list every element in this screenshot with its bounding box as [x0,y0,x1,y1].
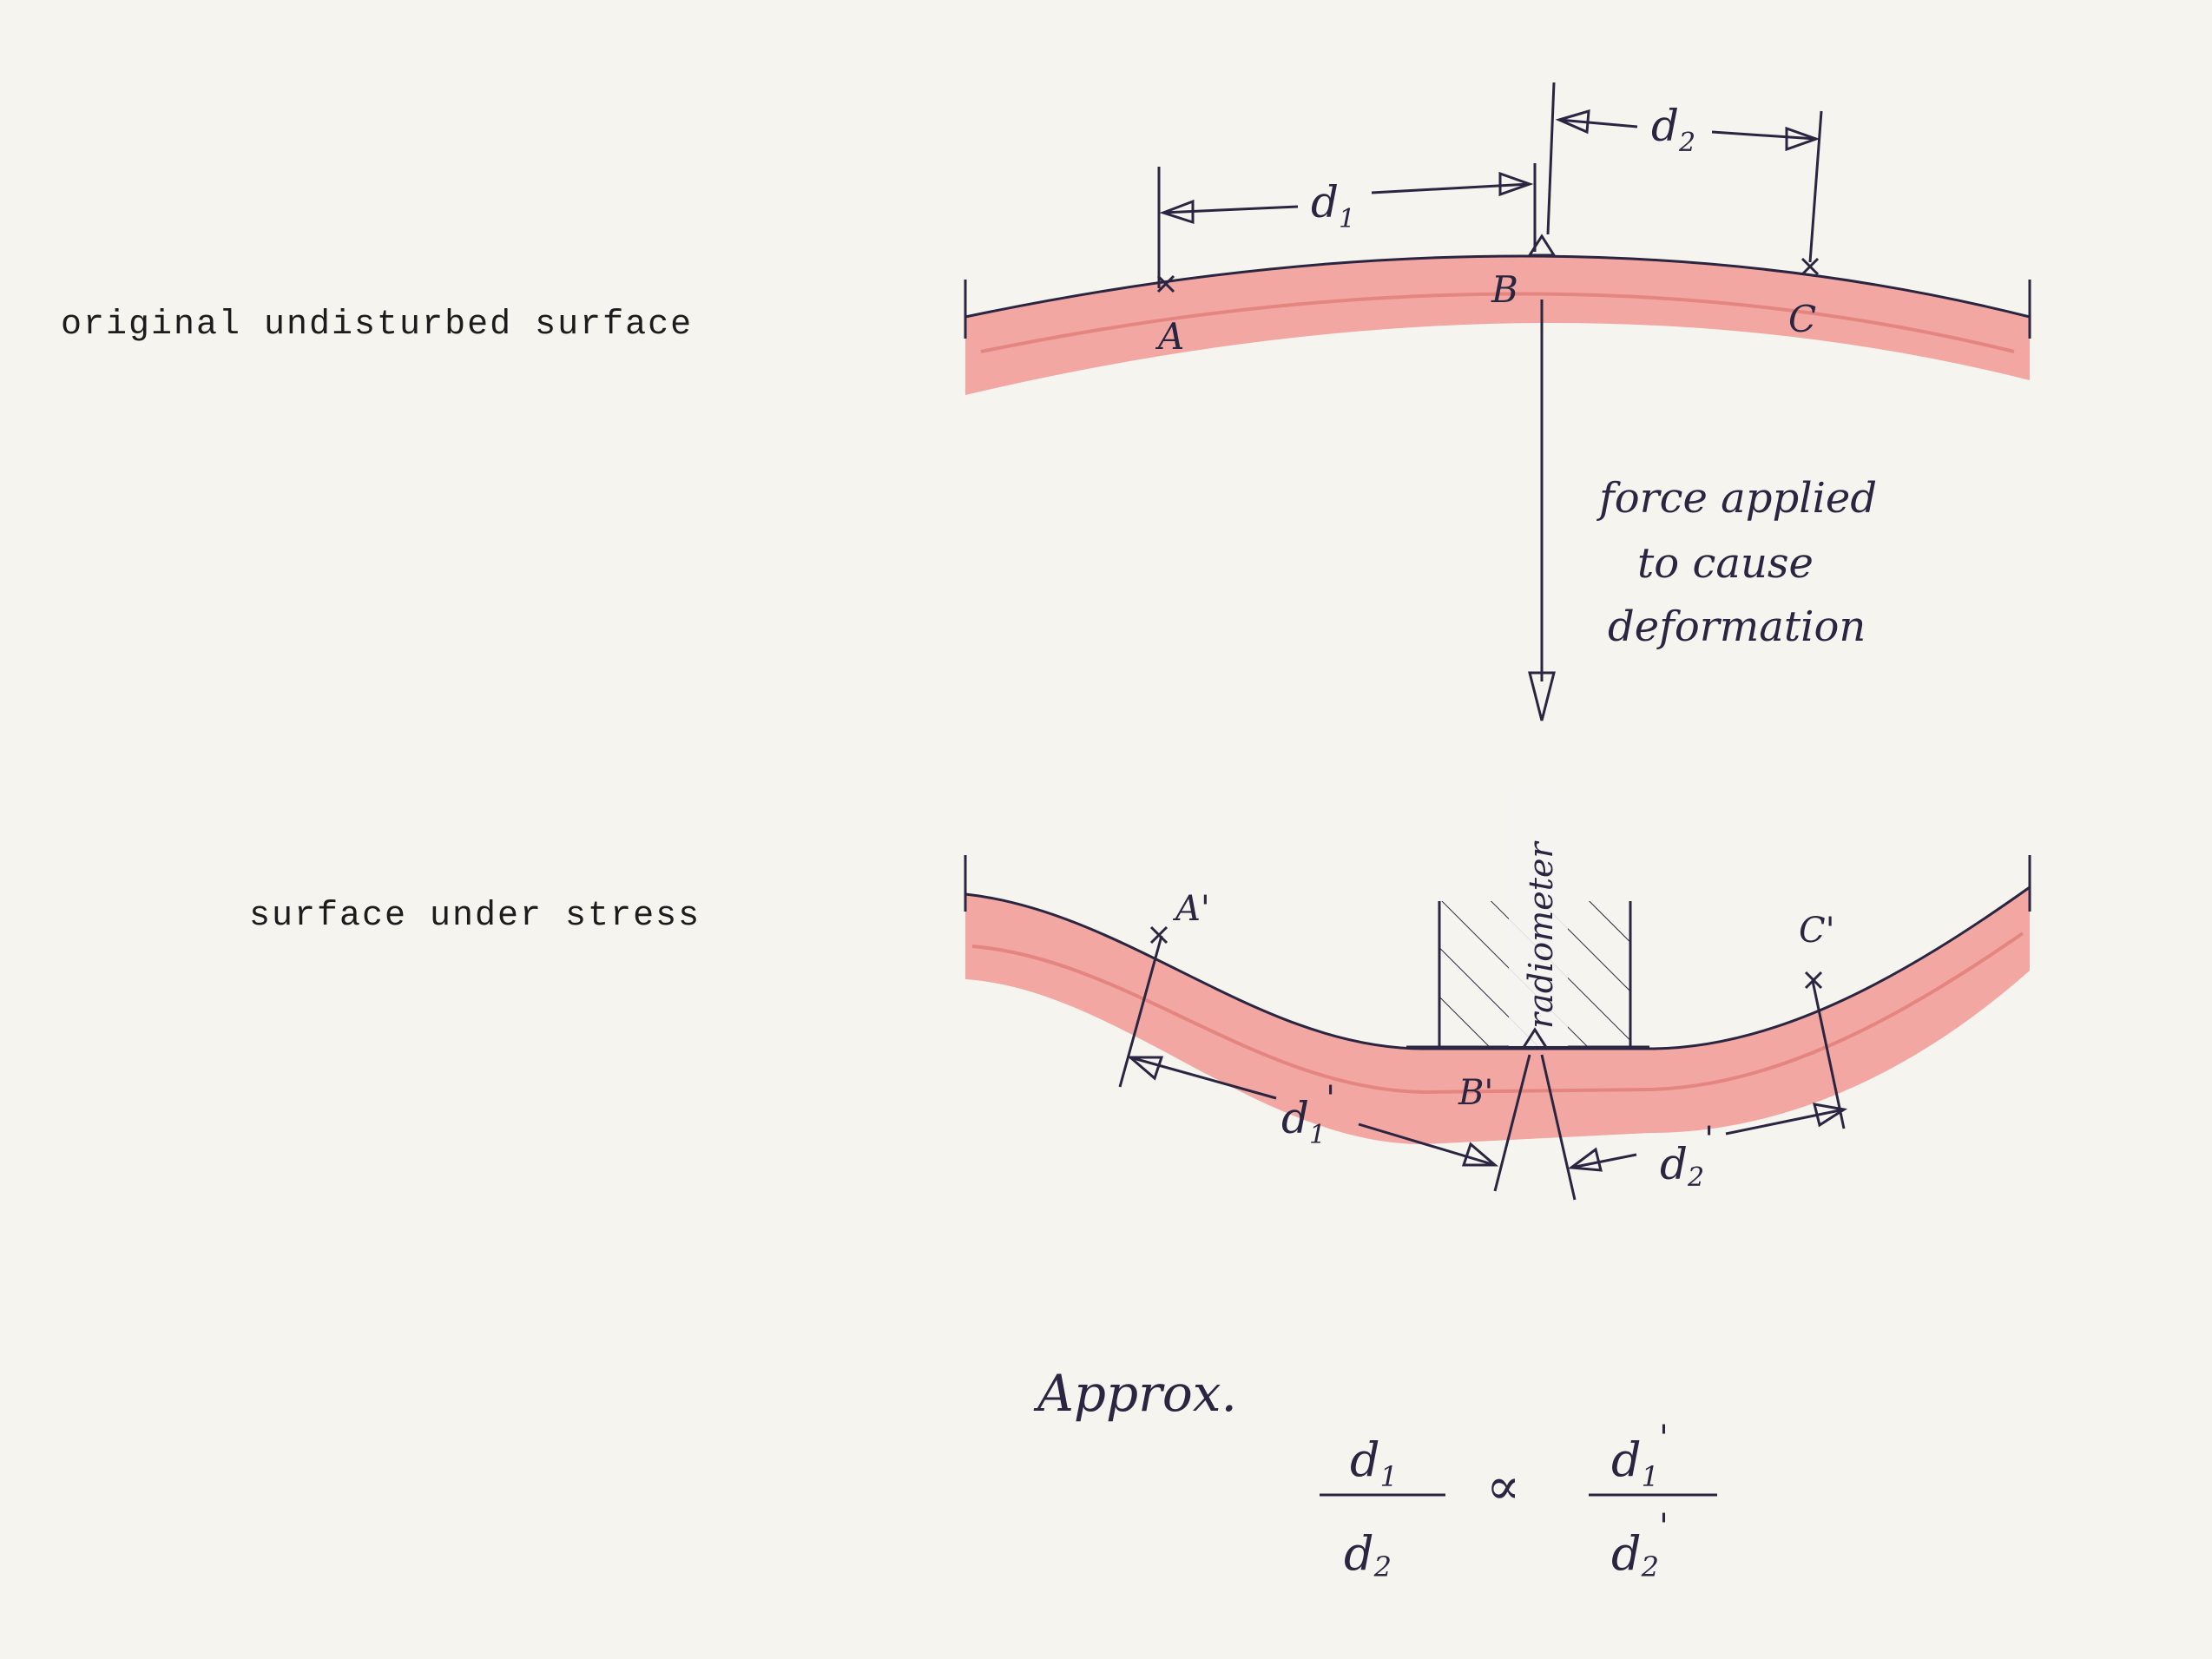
original-surface-label: original undisturbed surface [61,306,694,345]
radiometer [1406,786,1649,1049]
stressed-surface-label: surface under stress [249,897,701,936]
d2-dimension [1546,82,1823,263]
original-surface-line [964,254,2031,319]
formula-left-numerator: d1 [1350,1432,1398,1493]
point-a-mark [1156,274,1175,293]
point-c-prime-mark [1804,971,1823,990]
stressed-surface-band [965,887,2030,1144]
force-label-line2: to cause [1637,539,1814,588]
d2-label: d2 [1651,101,1695,158]
formula-relation: ∝ [1486,1457,1520,1516]
d1-prime-label: d1' [1281,1079,1335,1150]
stressed-surface [964,855,2031,1144]
formula-left-denominator: d2 [1344,1526,1392,1583]
point-b-triangle [1527,234,1557,257]
point-b-prime-label: B' [1458,1073,1493,1113]
stressed-surface-stripe [971,932,2024,1095]
d1-dimension [1157,163,1537,288]
point-a-prime-label: A' [1172,889,1210,929]
original-surface [964,254,2031,395]
point-a-prime-mark [1149,925,1169,945]
point-c-mark [1801,257,1820,276]
point-b-label: B [1491,268,1518,311]
d2-prime-dimension [1540,980,1848,1201]
force-label-line3: deformation [1608,602,1866,651]
d1-prime-dimension [1118,935,1531,1192]
point-c-label: C [1788,298,1816,340]
force-label-line1: force applied [1596,474,1877,523]
point-c-prime-label: C' [1799,911,1835,951]
d1-label: d1 [1311,177,1355,234]
stressed-surface-line [964,885,2031,1050]
approx-label: Approx. [1033,1364,1237,1423]
original-surface-stripe [980,292,2015,353]
d2-prime-label: d2' [1660,1120,1714,1193]
force-arrow [1528,300,1556,721]
radiometer-label: radiometer [1522,840,1560,1029]
point-b-prime-triangle [1520,1027,1550,1050]
original-surface-band [965,256,2030,395]
point-a-label: A [1155,315,1184,358]
formula-right-denominator: d2' [1611,1507,1669,1583]
formula-right-numerator: d1' [1611,1419,1669,1493]
